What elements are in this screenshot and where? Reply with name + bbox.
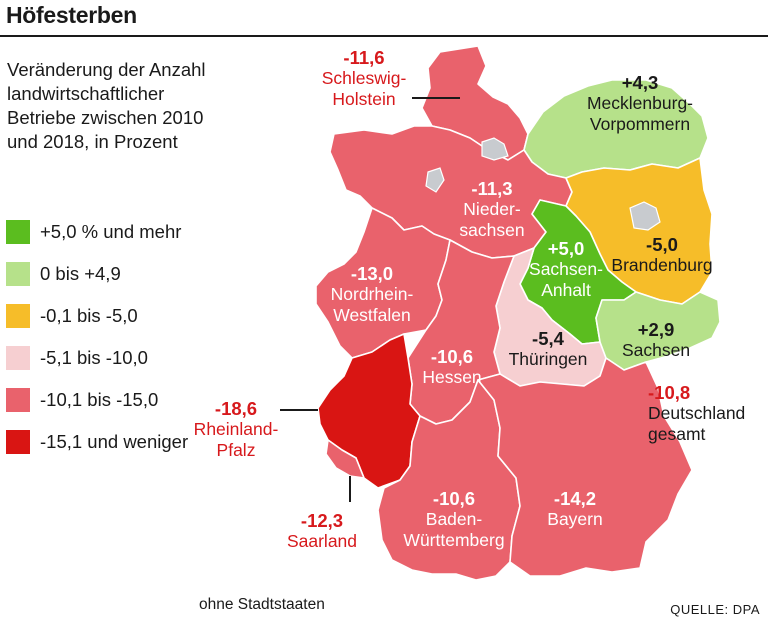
region-saarland[interactable] bbox=[325, 439, 365, 479]
label-value: -10,6 bbox=[430, 346, 474, 367]
city-state-berlin bbox=[629, 201, 661, 231]
label-saarland: -12,3 Saarland bbox=[287, 510, 357, 552]
city-state-bremen bbox=[425, 167, 445, 193]
label-sachsen: +2,9 Sachsen bbox=[622, 319, 690, 361]
label-value: -10,6 bbox=[432, 488, 476, 509]
label-value: -12,3 bbox=[300, 510, 344, 531]
legend-item: -0,1 bis -5,0 bbox=[6, 304, 220, 328]
label-name: Nieder-sachsen bbox=[459, 199, 525, 240]
label-value: -11,3 bbox=[471, 178, 513, 199]
label-name: Thüringen bbox=[508, 349, 588, 369]
label-name: Schleswig- Holstein bbox=[321, 68, 407, 109]
label-value: -11,6 bbox=[343, 47, 385, 68]
legend-item: +5,0 % und mehr bbox=[6, 220, 220, 244]
label-name: Bayern bbox=[547, 509, 603, 529]
label-value: -14,2 bbox=[553, 488, 597, 509]
label-schleswig-holstein: -11,6 Schleswig- Holstein bbox=[322, 47, 407, 110]
source-credit: QUELLE: DPA bbox=[670, 602, 760, 617]
city-state-hamburg bbox=[481, 137, 509, 161]
label-name: Baden- Württemberg bbox=[403, 509, 505, 550]
legend-swatch bbox=[6, 430, 30, 454]
legend-item: -5,1 bis -10,0 bbox=[6, 346, 220, 370]
legend-swatch bbox=[6, 262, 30, 286]
label-nordrhein-westfalen: -13,0 Nordrhein- Westfalen bbox=[331, 263, 414, 326]
label-name: Sachsen- Anhalt bbox=[529, 259, 603, 300]
legend-swatch bbox=[6, 346, 30, 370]
legend-label: -0,1 bis -5,0 bbox=[40, 305, 138, 326]
label-niedersachsen: -11,3 Nieder-sachsen bbox=[459, 178, 524, 241]
legend-label: 0 bis +4,9 bbox=[40, 263, 121, 284]
chart-subtitle: Veränderung der Anzahl landwirtschaftlic… bbox=[7, 59, 206, 152]
label-value: -18,6 bbox=[214, 398, 258, 419]
legend-swatch bbox=[6, 388, 30, 412]
label-name: Saarland bbox=[286, 531, 358, 551]
label-sachsen-anhalt: +5,0 Sachsen- Anhalt bbox=[529, 238, 603, 301]
legend-item: 0 bis +4,9 bbox=[6, 262, 220, 286]
label-name: Brandenburg bbox=[611, 255, 713, 275]
label-value: -10,8 bbox=[648, 382, 691, 403]
label-hessen: -10,6 Hessen bbox=[422, 346, 481, 388]
chart-title: Höfesterben bbox=[6, 2, 137, 28]
label-value: -5,4 bbox=[532, 328, 564, 349]
legend-item: -10,1 bis -15,0 bbox=[6, 388, 220, 412]
label-name: Deutschland gesamt bbox=[648, 403, 746, 444]
label-name: Rheinland- Pfalz bbox=[193, 419, 279, 460]
label-mecklenburg-vorpommern: +4,3 Mecklenburg- Vorpommern bbox=[587, 72, 693, 135]
label-value: +5,0 bbox=[547, 238, 585, 259]
label-rheinland-pfalz: -18,6 Rheinland- Pfalz bbox=[194, 398, 279, 461]
legend-label: -5,1 bis -10,0 bbox=[40, 347, 148, 368]
label-bayern: -14,2 Bayern bbox=[547, 488, 602, 530]
label-value: -13,0 bbox=[350, 263, 394, 284]
label-deutschland-gesamt: -10,8 Deutschland gesamt bbox=[648, 382, 745, 445]
label-baden-wuerttemberg: -10,6 Baden- Württemberg bbox=[403, 488, 504, 551]
legend-item: -15,1 und weniger bbox=[6, 430, 220, 454]
label-thueringen: -5,4 Thüringen bbox=[509, 328, 588, 370]
legend-label: -15,1 und weniger bbox=[40, 431, 189, 452]
legend-label: +5,0 % und mehr bbox=[40, 221, 182, 242]
label-value: -5,0 bbox=[646, 234, 678, 255]
label-name: Nordrhein- Westfalen bbox=[330, 284, 414, 325]
label-name: Sachsen bbox=[621, 340, 691, 360]
title-divider bbox=[0, 35, 768, 37]
legend-swatch bbox=[6, 220, 30, 244]
label-name: Hessen bbox=[422, 367, 482, 387]
label-brandenburg: -5,0 Brandenburg bbox=[611, 234, 712, 276]
region-sachsen[interactable] bbox=[595, 291, 721, 371]
label-name: Mecklenburg- Vorpommern bbox=[586, 93, 694, 134]
label-value: +2,9 bbox=[637, 319, 675, 340]
label-value: +4,3 bbox=[621, 72, 659, 93]
region-bayern[interactable] bbox=[477, 357, 693, 577]
legend-label: -10,1 bis -15,0 bbox=[40, 389, 159, 410]
footnote: ohne Stadtstaaten bbox=[199, 596, 325, 613]
legend-swatch bbox=[6, 304, 30, 328]
